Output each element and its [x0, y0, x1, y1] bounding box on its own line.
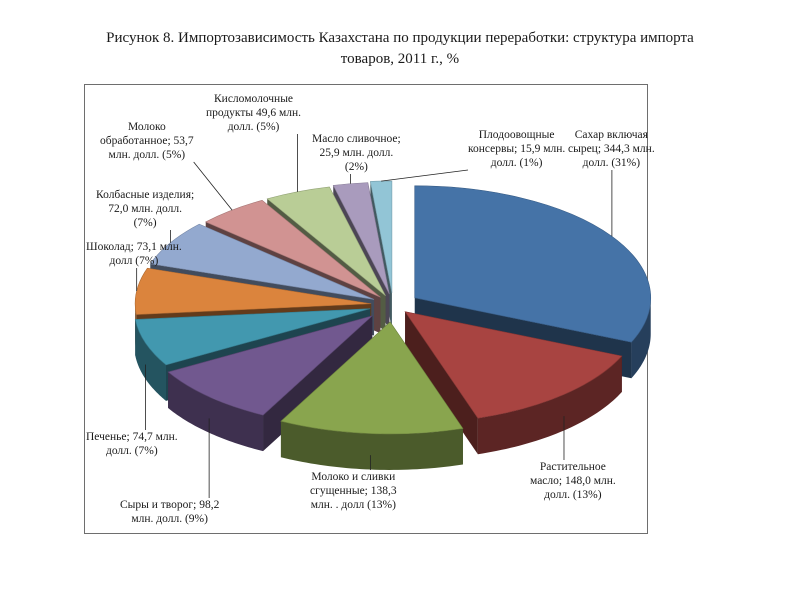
slice-rim [135, 319, 166, 401]
slice-label-1: Сахар включая сырец; 344,3 млн. долл. (3… [568, 129, 655, 169]
pie-slice-2 [404, 311, 623, 419]
slice-label-8: Молоко обработанное; 53,7 млн. долл. (5%… [100, 121, 194, 161]
slice-rim [168, 372, 264, 452]
slice-wall [405, 311, 478, 455]
pie-slice-10 [332, 182, 390, 295]
slice-label-10: Масло сливочное; 25,9 млн. долл. (2%) [312, 133, 401, 173]
slice-rim [631, 297, 651, 379]
pie-slice-11 [370, 180, 393, 294]
slice-label-2: Растительное масло; 148,0 млн. долл. (13… [530, 461, 616, 501]
chart-title: Рисунок 8. Импортозависимость Казахстана… [40, 28, 760, 70]
pie-slice-5 [134, 308, 371, 366]
slice-label-3: Молоко и сливки сгущенные; 138,3 млн. . … [310, 471, 397, 511]
leader-line-8 [193, 161, 233, 211]
leader-line-11 [381, 169, 469, 182]
slice-label-9: Кисломолочные продукты 49,6 млн. долл. (… [206, 93, 302, 133]
pie-slice-3 [280, 321, 464, 435]
slice-label-11: Плодоовощные консервы; 15,9 млн. долл. (… [468, 129, 566, 169]
chart-title-line1: Рисунок 8. Импортозависимость Казахстана… [106, 30, 694, 46]
slice-label-7: Колбасные изделия; 72,0 млн. долл. (7%) [96, 189, 195, 229]
slice-label-4: Сыры и творог; 98,2 млн. долл. (9%) [120, 499, 220, 525]
chart-title-line2: товаров, 2011 г., % [340, 51, 460, 67]
pie-slice-4 [167, 315, 373, 416]
slice-label-6: Шоколад; 73,1 млн. долл (7%) [86, 241, 182, 267]
slice-label-5: Печенье; 74,7 млн. долл. (7%) [86, 431, 178, 457]
slice-rim [477, 356, 622, 455]
pie-slice-1 [414, 185, 651, 343]
